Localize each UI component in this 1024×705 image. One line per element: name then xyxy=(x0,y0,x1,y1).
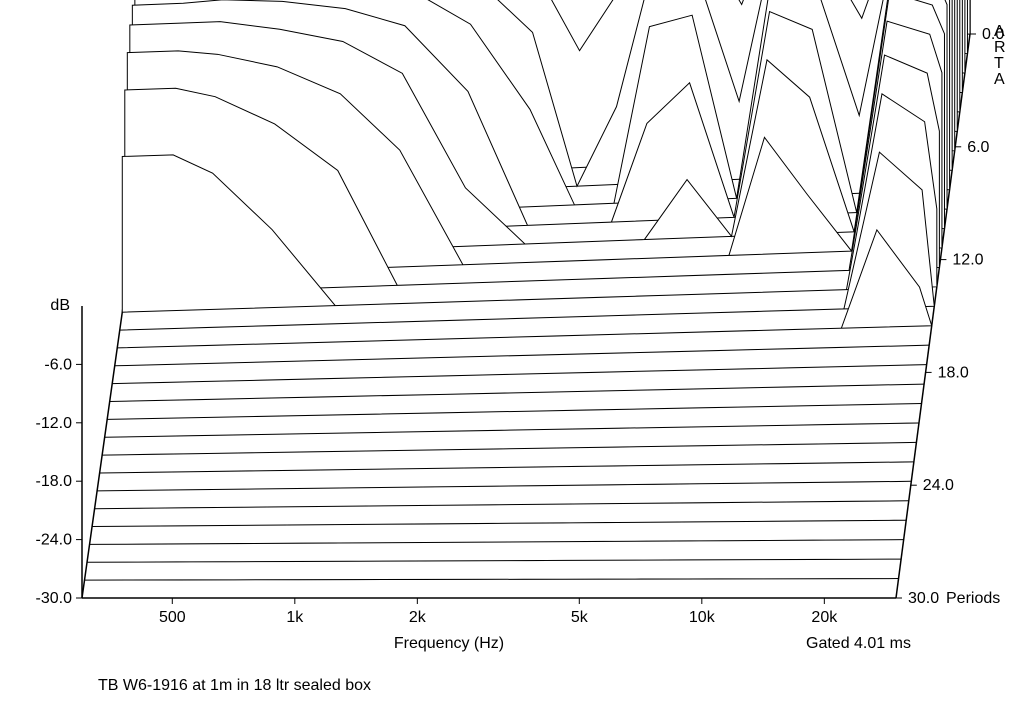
waterfall-slice xyxy=(112,365,926,384)
x-tick-label: 2k xyxy=(409,609,427,626)
waterfall-slice xyxy=(85,579,899,581)
x-tick-label: 500 xyxy=(159,609,186,626)
y-axis-title: dB xyxy=(50,297,70,314)
x-axis-ticks: 500 1k 2k 5k 10k 20k xyxy=(159,598,838,626)
z-tick-label: 24.0 xyxy=(923,477,954,494)
waterfall-slice xyxy=(97,481,911,491)
figure-caption: TB W6-1916 at 1m in 18 ltr sealed box xyxy=(98,677,371,694)
z-tick-label: 0.0 xyxy=(982,26,1004,43)
x-axis-title: Frequency (Hz) xyxy=(394,635,504,652)
burst-decay-chart: Burst Decay ARTA -6.0-12.0-18.0-24.0-30.… xyxy=(0,0,1024,705)
x-tick-label: 1k xyxy=(286,609,304,626)
y-tick-label: -12.0 xyxy=(36,415,73,432)
y-tick-label: -6.0 xyxy=(44,356,72,373)
waterfall-slices xyxy=(82,0,970,598)
z-tick-label: 6.0 xyxy=(967,139,989,156)
z-tick-label: 30.0 xyxy=(908,590,939,607)
x-tick-label: 5k xyxy=(571,609,589,626)
waterfall-slice xyxy=(92,520,906,526)
waterfall-slice xyxy=(105,423,919,437)
waterfall-slice xyxy=(107,404,921,420)
brand-letter: A xyxy=(994,71,1005,88)
z-axis-title: Periods xyxy=(946,590,1000,607)
waterfall-slice xyxy=(100,462,914,473)
y-tick-label: -24.0 xyxy=(36,532,73,549)
x-tick-label: 20k xyxy=(811,609,838,626)
gated-label: Gated 4.01 ms xyxy=(806,635,911,652)
waterfall-slice xyxy=(102,442,916,455)
waterfall-slice xyxy=(110,384,924,401)
z-tick-label: 18.0 xyxy=(938,364,969,381)
x-tick-label: 10k xyxy=(689,609,716,626)
y-tick-label: -18.0 xyxy=(36,473,73,490)
y-axis-ticks: -6.0 -12.0 -18.0 -24.0 -30.0 xyxy=(36,356,82,607)
brand-letter: T xyxy=(994,55,1004,72)
waterfall-slice xyxy=(90,540,904,545)
y-tick-label: -30.0 xyxy=(36,590,73,607)
waterfall-slice xyxy=(115,345,929,366)
waterfall-slice xyxy=(95,501,909,509)
waterfall-slice xyxy=(87,559,901,562)
z-tick-label: 12.0 xyxy=(952,252,983,269)
